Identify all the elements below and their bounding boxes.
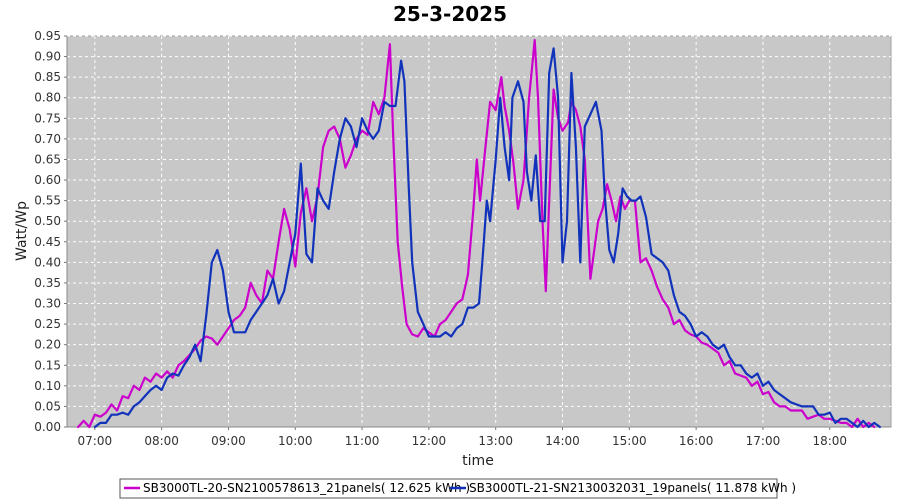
y-tick-label: 0.95 bbox=[34, 29, 61, 43]
plot-area bbox=[66, 35, 892, 428]
y-tick-label: 0.00 bbox=[34, 420, 61, 434]
y-tick-label: 0.25 bbox=[34, 317, 61, 331]
y-tick-label: 0.05 bbox=[34, 399, 61, 413]
x-tick-label: 15:00 bbox=[612, 434, 647, 448]
series-line-2 bbox=[93, 47, 882, 429]
y-axis-ticks: 0.00 0.05 0.10 0.15 0.20 0.25 0.30 0.35 0.40 0.45… bbox=[34, 29, 67, 434]
y-tick-label: 0.15 bbox=[34, 358, 61, 372]
y-tick-label: 0.50 bbox=[34, 214, 61, 228]
x-tick-label: 08:00 bbox=[144, 434, 179, 448]
series-lines bbox=[76, 38, 882, 429]
legend-label: SB3000TL-20-SN2100578613_21panels( 12.62… bbox=[143, 481, 470, 495]
x-tick-label: 10:00 bbox=[278, 434, 313, 448]
x-tick-label: 13:00 bbox=[478, 434, 513, 448]
y-tick-label: 0.55 bbox=[34, 194, 61, 208]
y-tick-label: 0.80 bbox=[34, 91, 61, 105]
x-axis-ticks: 07:00 08:00 09:00 10:00 11:00 12:00 13:00 14:00… bbox=[78, 427, 847, 448]
grid-lines bbox=[67, 35, 891, 427]
x-axis-label: time bbox=[462, 453, 494, 469]
x-tick-label: 16:00 bbox=[679, 434, 714, 448]
legend: SB3000TL-20-SN2100578613_21panels( 12.62… bbox=[119, 478, 796, 499]
y-tick-label: 0.75 bbox=[34, 111, 61, 125]
axes bbox=[66, 36, 891, 428]
y-tick-label: 0.60 bbox=[34, 173, 61, 187]
x-tick-label: 17:00 bbox=[746, 434, 781, 448]
x-tick-label: 11:00 bbox=[345, 434, 380, 448]
y-tick-label: 0.70 bbox=[34, 132, 61, 146]
chart-title: 25-3-2025 bbox=[393, 2, 507, 26]
y-tick-label: 0.65 bbox=[34, 152, 61, 166]
series-line-1 bbox=[76, 38, 876, 429]
y-tick-label: 0.85 bbox=[34, 70, 61, 84]
legend-label: SB3000TL-21-SN2130032031_19panels( 11.87… bbox=[469, 481, 796, 495]
y-tick-label: 0.20 bbox=[34, 338, 61, 352]
legend-items: SB3000TL-20-SN2100578613_21panels( 12.62… bbox=[124, 481, 796, 495]
y-tick-label: 0.30 bbox=[34, 297, 61, 311]
x-tick-label: 09:00 bbox=[211, 434, 246, 448]
x-tick-label: 18:00 bbox=[812, 434, 847, 448]
y-tick-label: 0.90 bbox=[34, 50, 61, 64]
y-tick-label: 0.35 bbox=[34, 276, 61, 290]
x-tick-label: 12:00 bbox=[412, 434, 447, 448]
x-tick-label: 07:00 bbox=[78, 434, 113, 448]
legend-box bbox=[119, 478, 778, 499]
x-tick-label: 14:00 bbox=[545, 434, 580, 448]
y-tick-label: 0.40 bbox=[34, 255, 61, 269]
y-axis-label: Watt/Wp bbox=[14, 201, 30, 261]
y-tick-label: 0.45 bbox=[34, 235, 61, 249]
y-tick-label: 0.10 bbox=[34, 379, 61, 393]
